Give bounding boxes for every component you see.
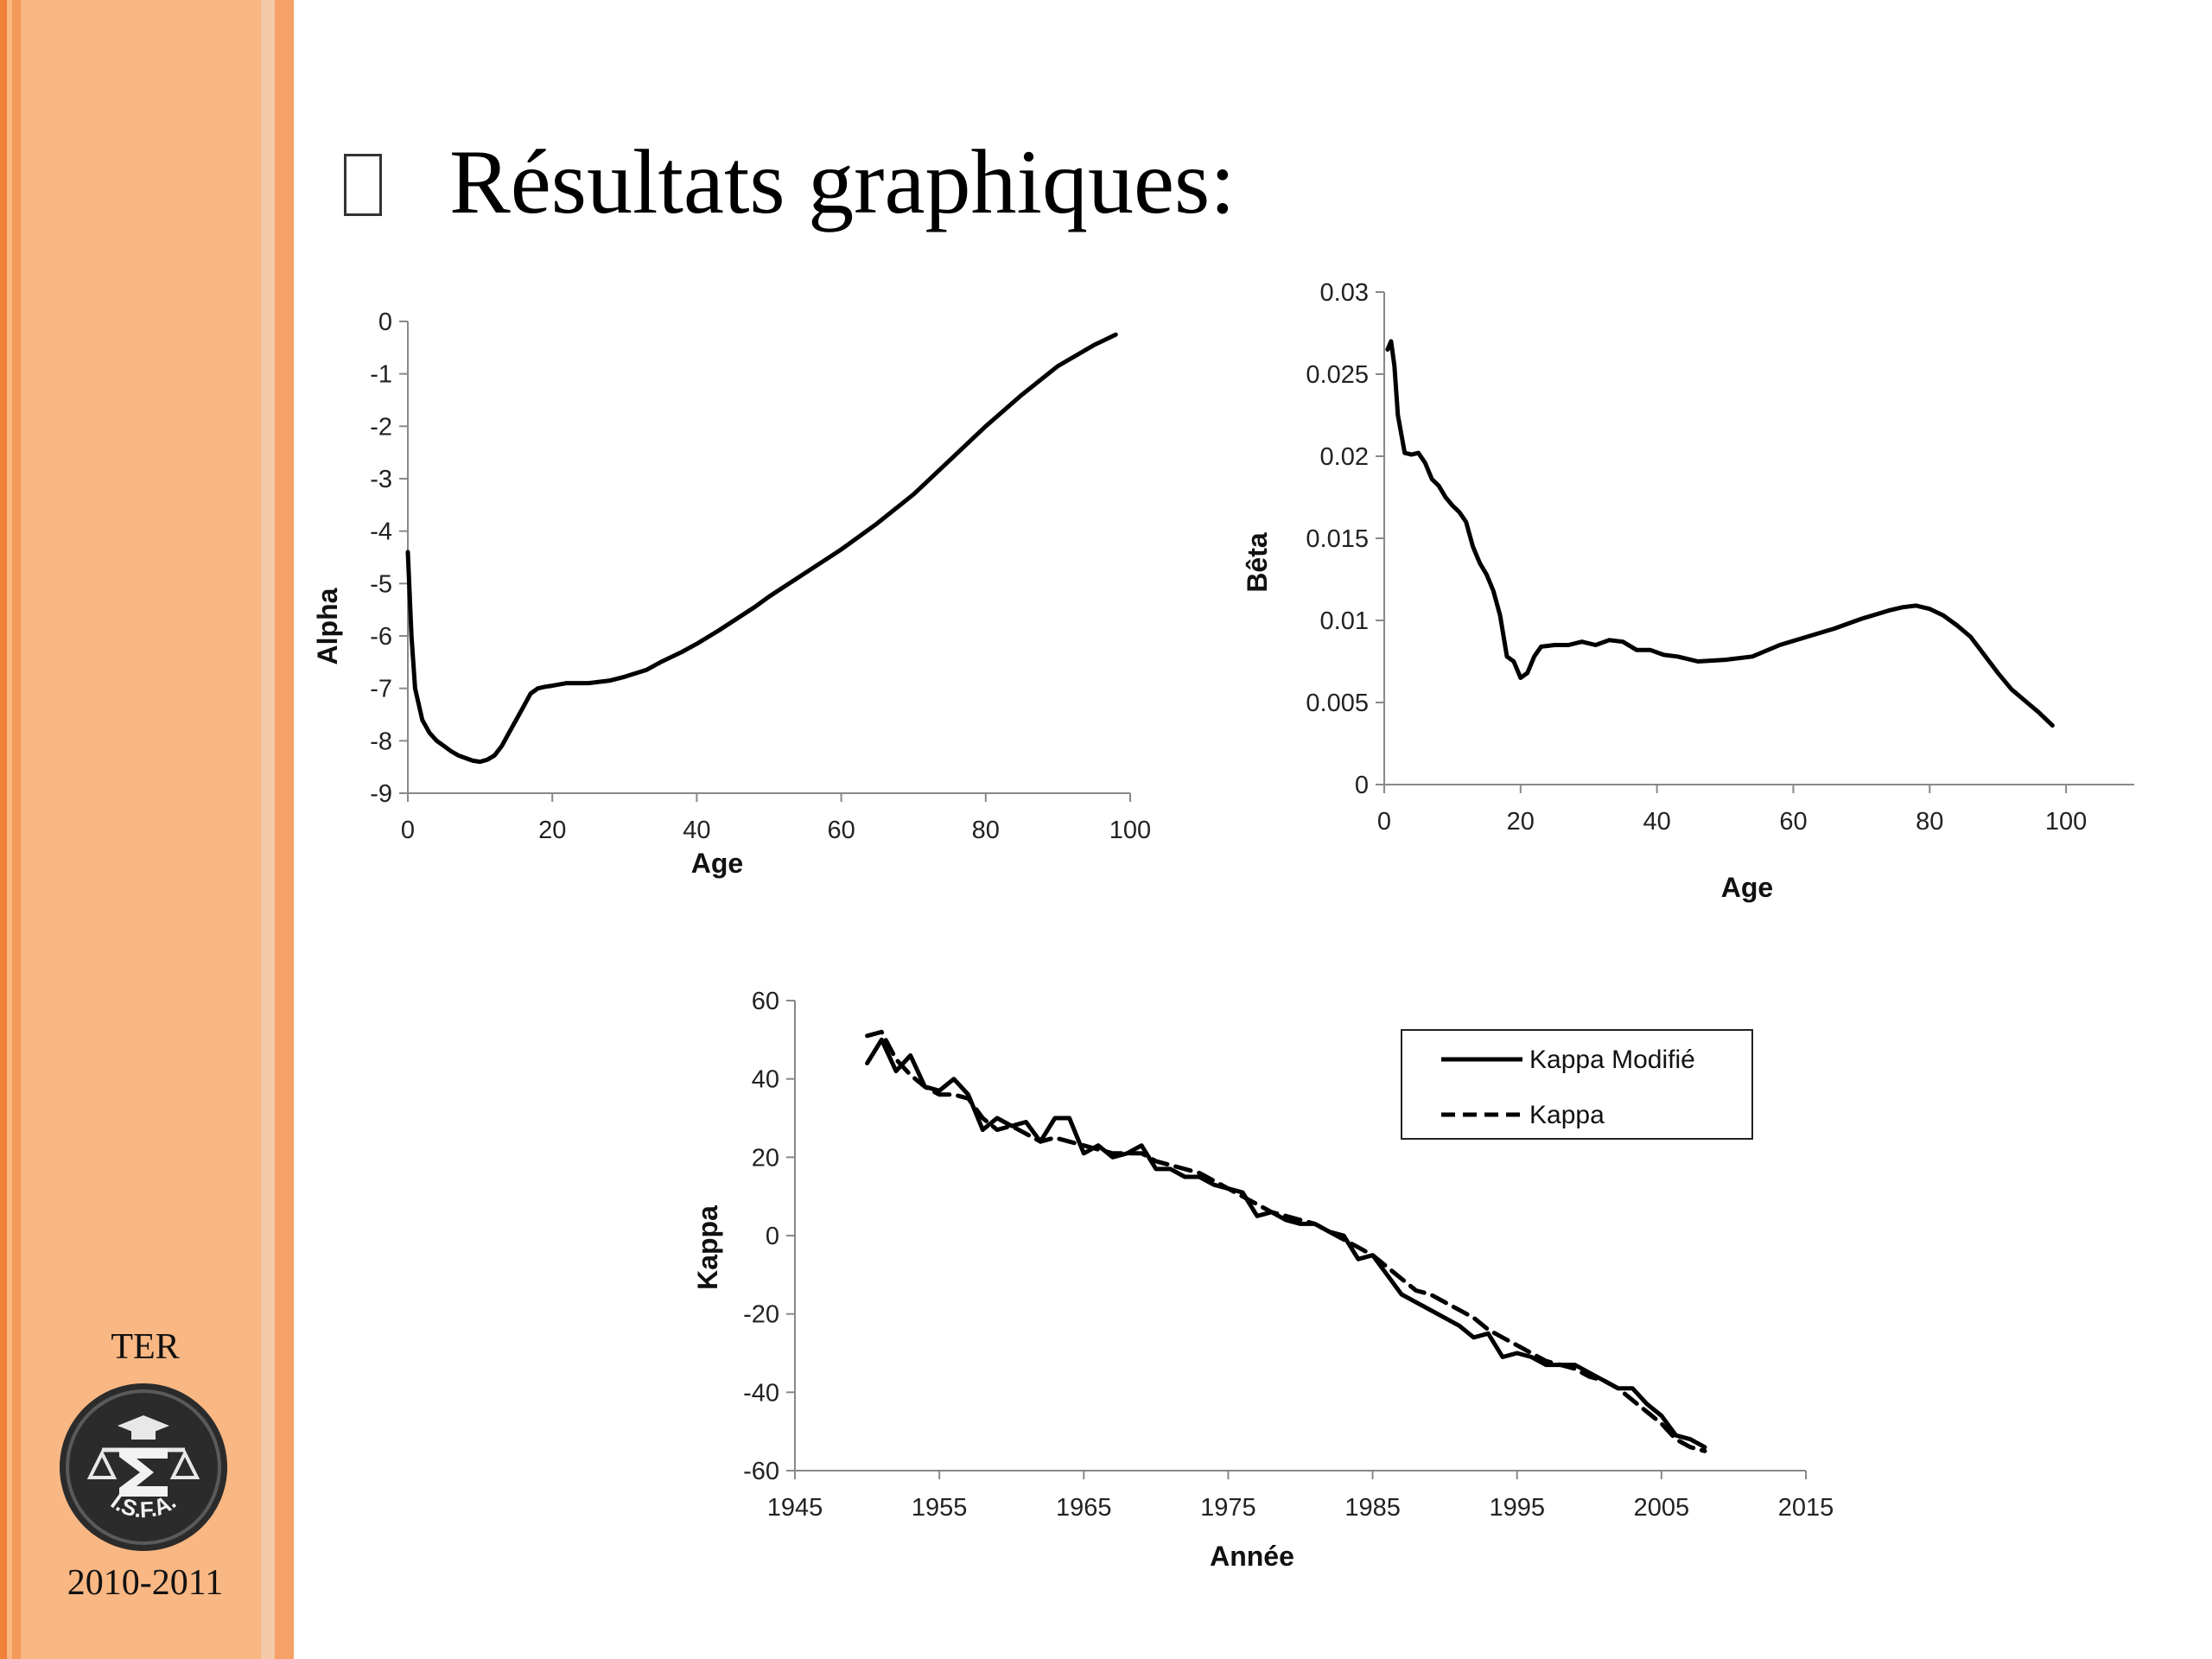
sidebar-edge-stripe bbox=[261, 0, 275, 1659]
y-tick-label: -1 bbox=[370, 361, 392, 389]
y-tick-label: 0.015 bbox=[1306, 525, 1369, 553]
y-tick-label: 0.03 bbox=[1320, 279, 1369, 307]
y-tick-label: -5 bbox=[370, 570, 392, 598]
y-tick-label: 0.025 bbox=[1306, 361, 1369, 389]
logo-emblem-icon: I.S.F.A. bbox=[60, 1383, 227, 1551]
isfa-logo: I.S.F.A. bbox=[57, 1381, 230, 1554]
page-title: Résultats graphiques: bbox=[449, 131, 1236, 232]
series-line-dashed bbox=[865, 1029, 1707, 1453]
series-line bbox=[405, 332, 1118, 765]
y-tick-label: -20 bbox=[743, 1301, 779, 1329]
x-tick-label: 1955 bbox=[912, 1494, 968, 1522]
y-tick-label: 0.02 bbox=[1320, 443, 1369, 471]
y-tick-label: -7 bbox=[370, 676, 392, 703]
y-tick-label: -40 bbox=[743, 1379, 779, 1407]
beta-chart: 0 0.005 0.01 0.015 0.02 0.025 0.03 0 20 40 60 80 100… bbox=[1242, 279, 2134, 903]
x-tick-label: 2015 bbox=[1778, 1494, 1834, 1522]
series-line bbox=[1385, 339, 2055, 728]
y-tick-label: -60 bbox=[743, 1458, 779, 1485]
x-tick-label: 80 bbox=[972, 817, 1000, 844]
y-tick-label: 0.01 bbox=[1320, 607, 1369, 635]
title-bullet-icon bbox=[344, 154, 382, 216]
x-axis-title: Année bbox=[1210, 1541, 1294, 1572]
x-axis-title: Age bbox=[691, 848, 743, 879]
footer-label: TER bbox=[111, 1327, 180, 1367]
y-tick-label: -2 bbox=[370, 413, 392, 441]
y-tick-label: -8 bbox=[370, 728, 392, 755]
legend-box bbox=[1401, 1029, 1753, 1140]
x-tick-label: 2005 bbox=[1634, 1494, 1690, 1522]
x-tick-label: 20 bbox=[538, 817, 566, 844]
x-tick-label: 40 bbox=[1643, 808, 1671, 836]
y-axis-title: Alpha bbox=[312, 588, 343, 664]
y-tick-label: 0.005 bbox=[1306, 690, 1369, 717]
y-tick-label: -4 bbox=[370, 518, 392, 546]
y-tick-label: 0 bbox=[1355, 772, 1369, 799]
legend-label: Kappa Modifié bbox=[1529, 1046, 1695, 1074]
x-tick-label: 100 bbox=[2045, 808, 2087, 836]
footer-years: 2010-2011 bbox=[67, 1563, 224, 1603]
legend-label: Kappa bbox=[1529, 1101, 1605, 1129]
x-tick-label: 1965 bbox=[1056, 1494, 1112, 1522]
kappa-chart: 60 40 20 0 -20 -40 -60 1945 1955 1965 1975 1985 1995… bbox=[692, 988, 1834, 1572]
y-axis-title: Bêta bbox=[1242, 532, 1273, 593]
x-tick-label: 1995 bbox=[1489, 1494, 1545, 1522]
x-tick-label: 0 bbox=[1377, 808, 1391, 836]
y-tick-label: 40 bbox=[752, 1066, 779, 1094]
x-tick-label: 1985 bbox=[1344, 1494, 1401, 1522]
y-tick-label: -6 bbox=[370, 623, 392, 651]
sidebar-band bbox=[0, 0, 294, 1659]
y-tick-label: 60 bbox=[752, 988, 779, 1015]
y-axis-title: Kappa bbox=[692, 1205, 723, 1290]
x-tick-label: 0 bbox=[401, 817, 415, 844]
y-tick-label: 0 bbox=[378, 308, 392, 336]
x-tick-label: 60 bbox=[827, 817, 855, 844]
x-tick-label: 1975 bbox=[1200, 1494, 1256, 1522]
sidebar-edge-stripe bbox=[275, 0, 294, 1659]
y-tick-label: 0 bbox=[766, 1223, 779, 1250]
y-tick-label: 20 bbox=[752, 1144, 779, 1172]
x-tick-label: 100 bbox=[1109, 817, 1151, 844]
sidebar-stripe bbox=[0, 0, 7, 1659]
x-tick-label: 60 bbox=[1779, 808, 1807, 836]
alpha-chart: 0 -1 -2 -3 -4 -5 -6 -7 -8 -9 0 20 40 60 80 100 Age Alpha bbox=[312, 308, 1151, 879]
y-tick-label: -3 bbox=[370, 466, 392, 493]
x-axis-title: Age bbox=[1721, 872, 1773, 903]
x-tick-label: 40 bbox=[683, 817, 710, 844]
y-tick-label: -9 bbox=[370, 780, 392, 808]
x-tick-label: 1945 bbox=[767, 1494, 823, 1522]
x-tick-label: 20 bbox=[1507, 808, 1535, 836]
sidebar-stripe bbox=[12, 0, 21, 1659]
x-tick-label: 80 bbox=[1916, 808, 1943, 836]
